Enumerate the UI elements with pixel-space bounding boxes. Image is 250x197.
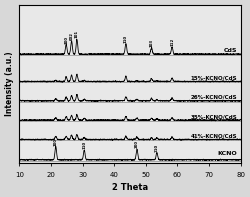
Text: 100: 100 [64, 36, 68, 44]
Text: 110: 110 [82, 141, 86, 149]
Text: 112: 112 [170, 38, 174, 46]
Text: 210: 210 [155, 144, 159, 152]
Text: 15%-KCNO/CdS: 15%-KCNO/CdS [191, 75, 238, 81]
Text: 100: 100 [54, 138, 58, 146]
Text: 200: 200 [135, 140, 139, 148]
Text: CdS: CdS [224, 48, 237, 53]
Text: 26%-KCNO/CdS: 26%-KCNO/CdS [191, 95, 238, 100]
Text: 35%-KCNO/CdS: 35%-KCNO/CdS [191, 114, 238, 119]
Text: 110: 110 [124, 34, 128, 43]
Text: 002: 002 [70, 32, 73, 40]
X-axis label: 2 Theta: 2 Theta [112, 183, 148, 192]
Text: 103: 103 [150, 39, 154, 47]
Text: 101: 101 [75, 30, 79, 38]
Text: 41%-KCNO/CdS: 41%-KCNO/CdS [191, 134, 238, 139]
Text: KCNO: KCNO [218, 151, 238, 156]
Y-axis label: Intensity (a.u.): Intensity (a.u.) [5, 52, 14, 116]
